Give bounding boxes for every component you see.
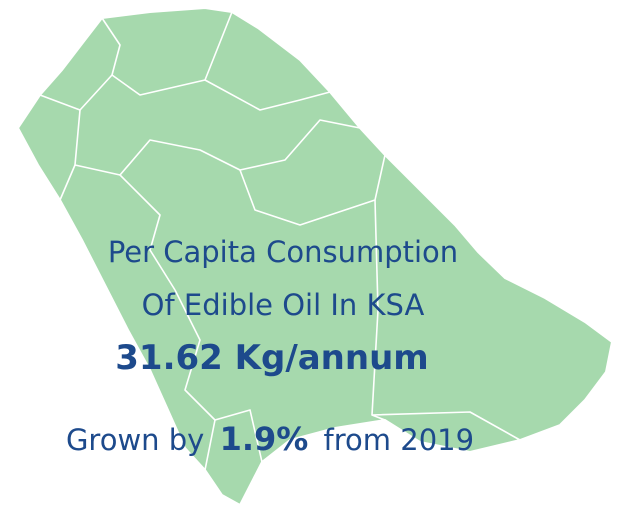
region-border xyxy=(371,411,521,441)
growth-line: Grown by 1.9% from 2019 xyxy=(66,420,474,458)
region-border xyxy=(371,199,386,421)
region-border xyxy=(119,174,176,291)
growth-suffix: from 2019 xyxy=(324,423,475,457)
region-border xyxy=(74,109,361,176)
growth-value: 1.9% xyxy=(220,420,309,458)
headline-line-2: Of Edible Oil In KSA xyxy=(142,288,425,322)
headline-line-1: Per Capita Consumption xyxy=(108,235,458,269)
country-map xyxy=(16,6,614,507)
region-border xyxy=(204,79,331,111)
region-border xyxy=(204,419,216,471)
region-border xyxy=(59,164,76,201)
region-border xyxy=(174,289,263,463)
growth-prefix: Grown by xyxy=(66,423,204,457)
region-border xyxy=(101,11,233,96)
consumption-value: 31.62 Kg/annum xyxy=(115,338,428,378)
region-borders xyxy=(39,11,521,471)
region-border xyxy=(239,154,386,226)
